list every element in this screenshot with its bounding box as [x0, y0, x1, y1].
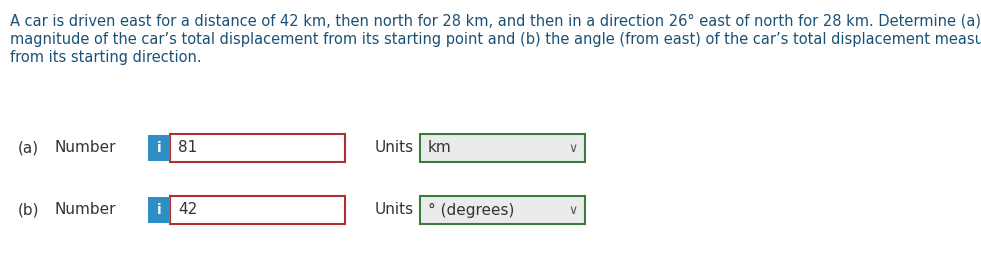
Text: i: i: [157, 203, 161, 217]
Text: ° (degrees): ° (degrees): [428, 202, 514, 218]
Text: 81: 81: [178, 140, 197, 155]
Bar: [148, 135, 170, 161]
Text: 42: 42: [178, 202, 197, 218]
Bar: [170, 134, 345, 162]
Text: km: km: [428, 140, 451, 155]
Bar: [170, 196, 345, 224]
Text: (b): (b): [18, 202, 39, 218]
Text: from its starting direction.: from its starting direction.: [10, 50, 202, 65]
Bar: [420, 196, 585, 224]
Text: Number: Number: [55, 140, 117, 155]
Text: ∨: ∨: [568, 143, 578, 155]
Bar: [420, 134, 585, 162]
Text: A car is driven east for a distance of 42 km, then north for 28 km, and then in : A car is driven east for a distance of 4…: [10, 14, 981, 29]
Bar: [148, 197, 170, 223]
Text: Units: Units: [375, 202, 414, 218]
Text: ∨: ∨: [568, 205, 578, 218]
Text: (a): (a): [18, 140, 39, 155]
Text: magnitude of the car’s total displacement from its starting point and (b) the an: magnitude of the car’s total displacemen…: [10, 32, 981, 47]
Text: Number: Number: [55, 202, 117, 218]
Text: Units: Units: [375, 140, 414, 155]
Text: i: i: [157, 141, 161, 155]
